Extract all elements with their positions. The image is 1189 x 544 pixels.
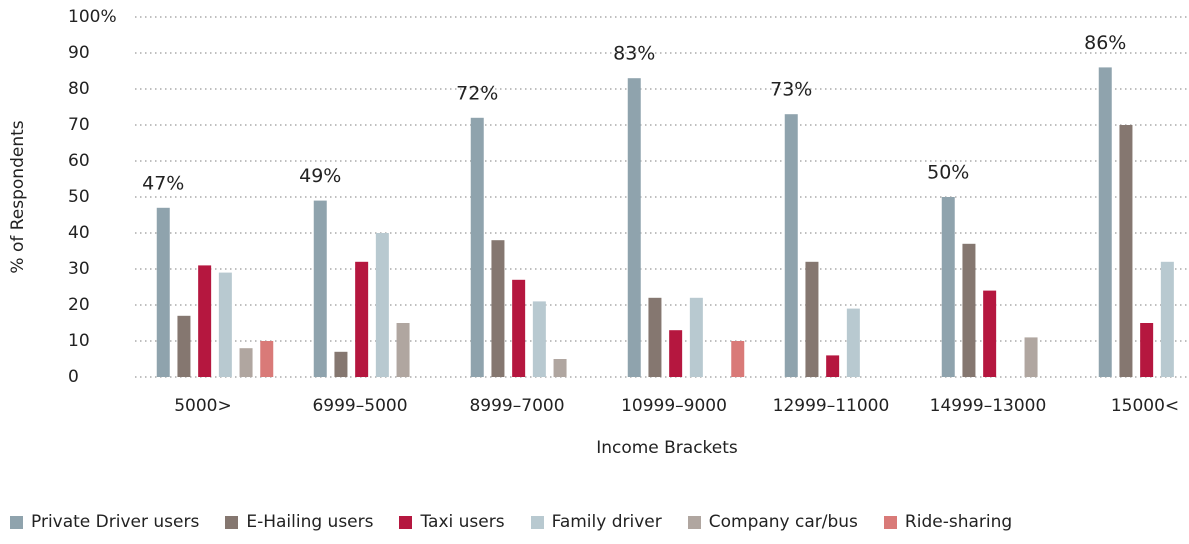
legend-item: Company car/bus <box>687 512 858 532</box>
legend-item: E-Hailing users <box>225 512 373 532</box>
legend-swatch <box>883 515 897 529</box>
bar <box>470 117 484 378</box>
legend-item: Ride-sharing <box>883 512 1013 532</box>
bar <box>627 78 641 377</box>
x-tick-label: 6999–5000 <box>312 396 407 416</box>
bar <box>396 323 410 377</box>
x-tick-label: 15000< <box>1111 396 1179 416</box>
legend-label: Taxi users <box>420 512 505 532</box>
bar <box>1140 323 1154 377</box>
bar <box>962 243 976 377</box>
legend-swatch <box>10 515 23 529</box>
bar <box>177 315 191 377</box>
data-label: 47% <box>142 172 184 194</box>
legend-label: Ride-sharing <box>904 512 1013 532</box>
legend-label: Company car/bus <box>708 512 858 532</box>
y-axis-title: % of Respondents <box>8 120 28 273</box>
y-tick-label: 100% <box>68 7 117 27</box>
x-tick-label: 5000> <box>174 396 232 416</box>
y-tick-label: 80 <box>68 79 90 99</box>
bar <box>1098 67 1112 378</box>
data-label: 49% <box>299 165 341 187</box>
legend-swatch <box>399 515 413 529</box>
y-tick-label: 90 <box>68 43 90 63</box>
legend: Private Driver users E-Hailing users Taxi … <box>10 512 1012 532</box>
bar <box>689 297 703 377</box>
legend-label: Family driver <box>551 512 662 532</box>
bar <box>260 341 274 377</box>
y-tick-label: 30 <box>68 259 90 279</box>
bar <box>846 308 860 377</box>
legend-swatch <box>687 515 701 529</box>
y-tick-label: 70 <box>68 115 90 135</box>
legend-label: Private Driver users <box>31 512 200 532</box>
y-tick-label: 60 <box>68 151 90 171</box>
bar <box>784 114 798 377</box>
bar <box>491 240 505 377</box>
bar <box>805 261 819 377</box>
bar <box>156 207 170 377</box>
legend-swatch <box>530 515 544 529</box>
legend-swatch <box>225 515 239 529</box>
bar <box>731 341 745 377</box>
bar <box>1119 125 1133 377</box>
y-tick-label: 50 <box>68 187 90 207</box>
legend-item: Taxi users <box>399 512 505 532</box>
data-label: 50% <box>927 162 969 184</box>
y-tick-label: 10 <box>68 331 90 351</box>
y-tick-label: 20 <box>68 295 90 315</box>
bar <box>826 355 840 377</box>
y-tick-label: 0 <box>68 367 79 387</box>
chart: Income Brackets % of Respondents 0 10 20 30… <box>8 7 1189 458</box>
x-tick-label: 10999–9000 <box>621 396 727 416</box>
bar <box>218 272 232 377</box>
legend-item: Private Driver users <box>10 512 199 532</box>
legend-item: Family driver <box>530 512 662 532</box>
bar <box>941 197 955 377</box>
bar <box>553 359 567 377</box>
bar <box>669 330 683 377</box>
x-tick-label: 14999–13000 <box>930 396 1047 416</box>
data-label: 73% <box>770 79 812 101</box>
bar <box>512 279 526 377</box>
bar <box>532 301 546 377</box>
bar <box>1024 337 1038 377</box>
bar <box>313 200 327 377</box>
data-label: 83% <box>613 43 655 65</box>
data-label: 86% <box>1084 32 1126 54</box>
bar <box>375 233 389 377</box>
legend-label: E-Hailing users <box>246 512 374 532</box>
x-tick-label: 8999–7000 <box>469 396 564 416</box>
bar <box>983 290 997 377</box>
bar <box>648 297 662 377</box>
data-label: 72% <box>456 82 498 104</box>
x-tick-label: 12999–11000 <box>773 396 890 416</box>
bar <box>198 265 212 377</box>
y-tick-label: 40 <box>68 223 90 243</box>
bar <box>334 351 348 377</box>
bar <box>239 348 253 377</box>
x-axis-title: Income Brackets <box>596 438 738 458</box>
bar <box>355 261 369 377</box>
bar <box>1160 261 1174 377</box>
